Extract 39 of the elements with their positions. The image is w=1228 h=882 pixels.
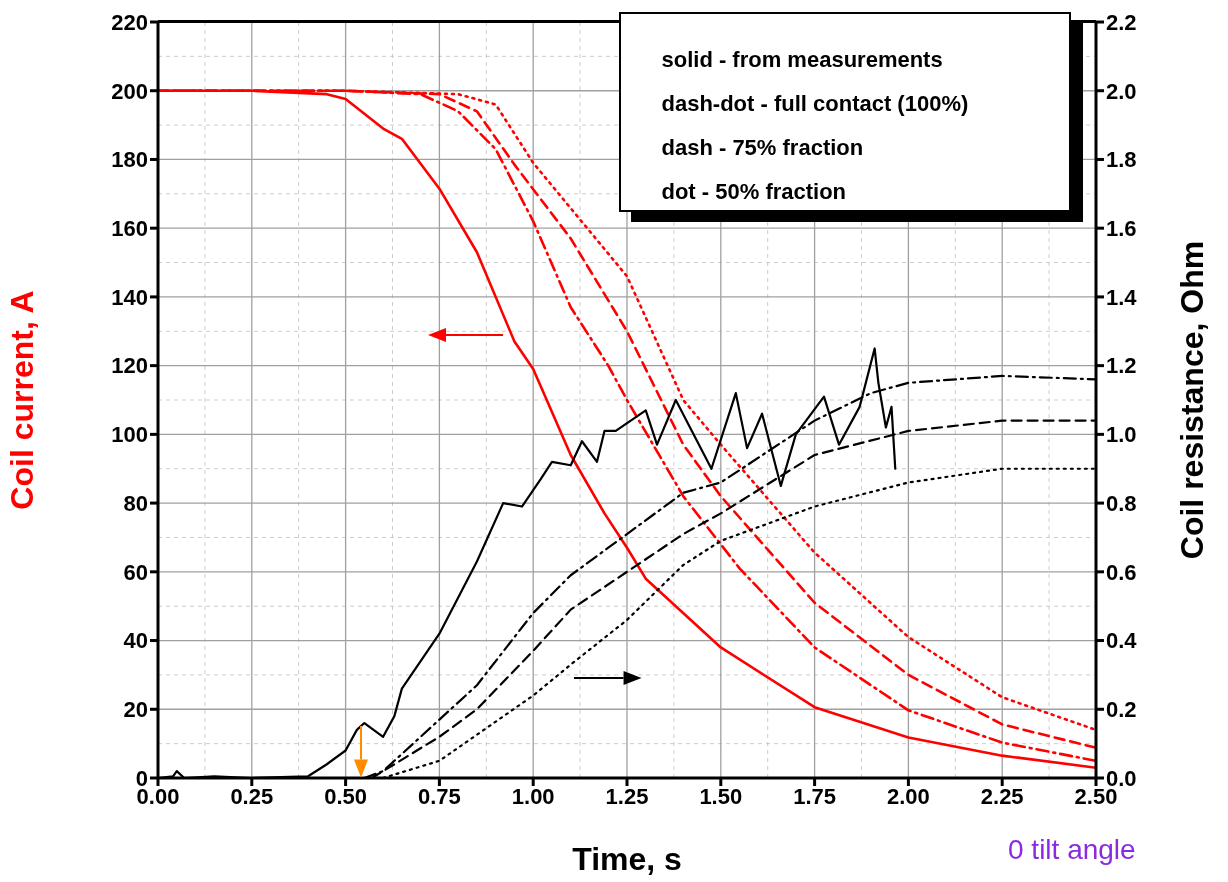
annotation: solid - from measurements	[661, 46, 944, 74]
y-tick-label: 40	[123, 628, 148, 654]
y-tick-label: 100	[111, 422, 148, 448]
text: 0 tilt angle	[1008, 834, 1136, 866]
y2-tick-label: 1.0	[1106, 422, 1137, 448]
x-tick-label: 2.25	[980, 783, 1024, 809]
x-tick-label: 0.50	[324, 783, 368, 809]
y-tick-label: 80	[123, 490, 148, 516]
x-tick-label: 0.25	[230, 783, 274, 809]
x-axis-title: Time, s	[572, 841, 682, 877]
x-tick-label: 1.50	[699, 783, 743, 809]
x-tick-label: 1.75	[793, 783, 837, 809]
y-tick-label: 120	[111, 353, 148, 379]
y2-tick-label: 2.2	[1106, 9, 1137, 35]
x-tick-label: 0.75	[417, 783, 461, 809]
y2-tick-label: 0.6	[1106, 559, 1137, 585]
y2-tick-label: 2.0	[1106, 78, 1137, 104]
annotation: dash-dot - full contact (100%)	[661, 90, 970, 118]
y-tick-label: 60	[123, 559, 148, 585]
y2-tick-label: 1.4	[1106, 284, 1138, 310]
x-tick-label: 1.00	[511, 783, 555, 809]
y2-tick-label: 1.6	[1106, 215, 1137, 241]
x-tick-label: 2.00	[886, 783, 930, 809]
y2-tick-label: 1.8	[1106, 147, 1137, 173]
y-tick-label: 200	[111, 78, 148, 104]
y2-tick-label: 0.8	[1106, 490, 1137, 516]
y2-tick-label: 0.4	[1106, 628, 1138, 654]
x-tick-label: 1.25	[605, 783, 649, 809]
y-tick-label: 140	[111, 284, 148, 310]
y-axis-title: Coil current, A	[4, 290, 41, 510]
y-tick-label: 220	[111, 9, 148, 35]
y2-axis-title: Coil resistance, Ohm	[1174, 240, 1211, 560]
annotation: dot - 50% fraction	[661, 178, 848, 206]
y-tick-label: 20	[123, 697, 148, 723]
annotation: dash - 75% fraction	[661, 134, 865, 162]
y-tick-label: 180	[111, 147, 148, 173]
y-tick-label: 160	[111, 215, 148, 241]
y2-tick-label: 0.2	[1106, 697, 1137, 723]
y2-tick-label: 1.2	[1106, 353, 1137, 379]
